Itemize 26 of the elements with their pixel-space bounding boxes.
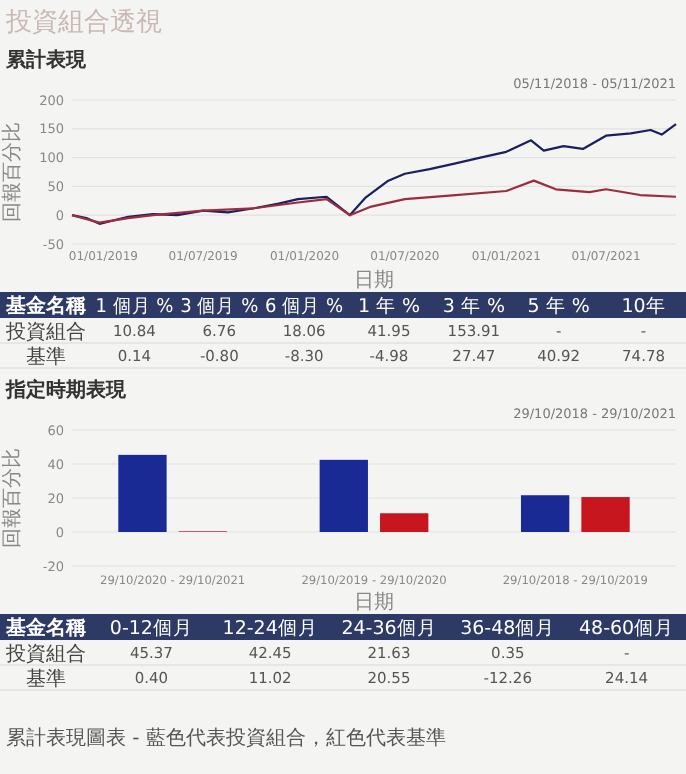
text: 投資組合 xyxy=(4,642,86,666)
chart-title: 投資組合透視 xyxy=(4,8,162,38)
category-label: 1 年 % xyxy=(357,294,421,318)
text: 基準 xyxy=(26,667,66,691)
x-axis-title: 日期 xyxy=(354,268,394,292)
chart-title: 指定時期表現 xyxy=(4,378,128,402)
chart-subtitle: 累計表現 xyxy=(4,48,88,72)
category-label: 36-48個月 xyxy=(460,618,556,640)
text: 累計表現圖表 - 藍色代表投資組合，紅色代表基準 xyxy=(6,726,446,750)
legend-title: 基金名稱 xyxy=(4,294,86,318)
category-label: 1 個月 % xyxy=(95,296,178,318)
text: 基準 xyxy=(26,345,66,369)
category-label: 12-24個月 xyxy=(222,618,318,640)
y-axis-title: 回報百分比 xyxy=(0,448,24,548)
category-label: 3 年 % xyxy=(442,294,505,318)
category-label: 48-60個月 xyxy=(578,618,675,640)
category-label: 6 個月 % xyxy=(265,296,348,318)
text: 投資組合 xyxy=(4,320,86,344)
category-label: 24-36個月 xyxy=(341,618,437,640)
category-label: 10年 xyxy=(621,294,666,318)
category-label: 0-12個月 xyxy=(109,618,193,640)
x-axis-title: 日期 xyxy=(354,590,394,614)
category-label: 3 個月 % xyxy=(180,296,263,318)
y-axis-title: 回報百分比 xyxy=(0,122,24,222)
category-label: 5 年 % xyxy=(527,294,590,318)
legend-title: 基金名稱 xyxy=(4,616,86,640)
